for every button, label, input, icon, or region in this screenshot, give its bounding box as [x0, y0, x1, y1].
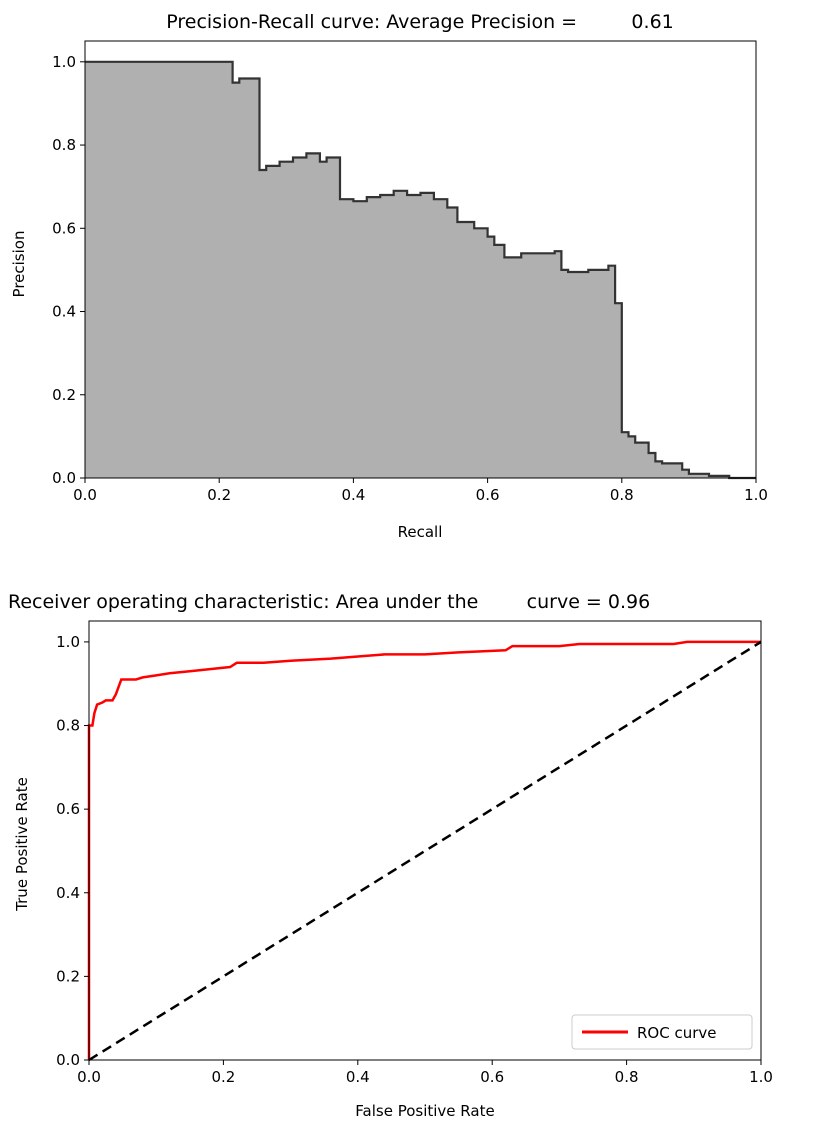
y-tick-label: 0.6	[52, 219, 76, 237]
x-tick-label: 0.0	[77, 1068, 101, 1086]
x-tick-label: 0.0	[73, 486, 97, 504]
roc-curve	[87, 640, 761, 1060]
x-axis-label: False Positive Rate	[355, 1102, 494, 1120]
x-tick-label: 0.6	[476, 486, 500, 504]
x-tick-label: 1.0	[749, 1068, 773, 1086]
y-tick-label: 1.0	[52, 53, 76, 71]
x-tick-label: 0.4	[346, 1068, 370, 1086]
pr-curve	[85, 60, 756, 480]
y-tick-label: 0.0	[52, 469, 76, 487]
y-tick-label: 0.4	[52, 303, 76, 321]
legend-box	[571, 1014, 753, 1050]
x-axis-label: Recall	[398, 523, 443, 541]
x-tick-label: 0.2	[207, 486, 231, 504]
y-axis-label: True Positive Rate	[13, 777, 31, 912]
axes-frame	[88, 620, 762, 1061]
y-axis-ticks: 0.0 0.2 0.4 0.6 0.8 1.0	[56, 633, 89, 1069]
x-tick-label: 0.2	[211, 1068, 235, 1086]
chart-title: Receiver operating characteristic: Area …	[8, 591, 650, 613]
x-axis-ticks: 0.0 0.2 0.4 0.6 0.8 1.0	[73, 478, 768, 504]
y-tick-label: 0.8	[56, 717, 80, 735]
x-tick-label: 0.8	[615, 1068, 639, 1086]
plot-area	[87, 620, 762, 1062]
roc-chart: Receiver operating characteristic: Area …	[8, 591, 773, 1120]
diagonal-reference-line	[88, 640, 762, 1062]
y-tick-label: 0.4	[56, 884, 80, 902]
y-tick-label: 0.6	[56, 800, 80, 818]
y-tick-label: 0.8	[52, 136, 76, 154]
x-tick-label: 0.8	[610, 486, 634, 504]
y-tick-label: 0.2	[56, 967, 80, 985]
plot-area	[84, 40, 757, 480]
precision-recall-chart: Precision-Recall curve: Average Precisio…	[10, 11, 768, 541]
x-tick-label: 0.6	[480, 1068, 504, 1086]
y-tick-label: 1.0	[56, 633, 80, 651]
y-tick-label: 0.0	[56, 1051, 80, 1069]
x-tick-label: 1.0	[744, 486, 768, 504]
pr-area-fill	[85, 61, 756, 479]
y-axis-ticks: 0.0 0.2 0.4 0.6 0.8 1.0	[52, 53, 85, 487]
axes-frame	[84, 40, 757, 479]
x-axis-ticks: 0.0 0.2 0.4 0.6 0.8 1.0	[77, 1060, 773, 1086]
y-tick-label: 0.2	[52, 386, 76, 404]
x-tick-label: 0.4	[341, 486, 365, 504]
chart-title: Precision-Recall curve: Average Precisio…	[166, 11, 674, 33]
legend-label-roc: ROC curve	[637, 1024, 717, 1042]
legend: ROC curve	[571, 1014, 753, 1050]
y-axis-label: Precision	[10, 231, 28, 298]
